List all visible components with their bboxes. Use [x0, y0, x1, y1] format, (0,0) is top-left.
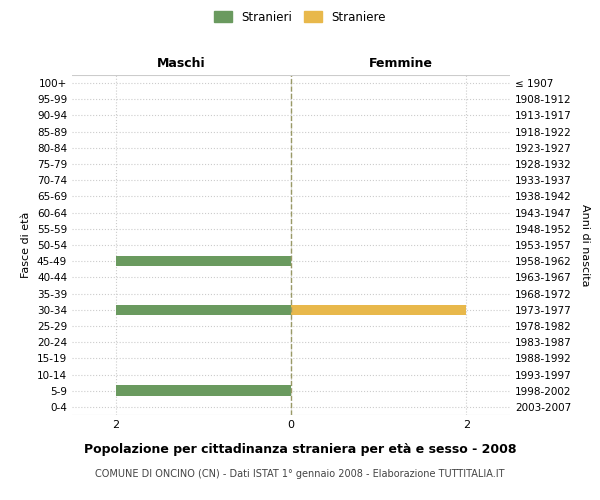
Text: Femmine: Femmine [368, 57, 433, 70]
Bar [116, 304, 291, 315]
Text: Maschi: Maschi [157, 57, 206, 70]
Text: COMUNE DI ONCINO (CN) - Dati ISTAT 1° gennaio 2008 - Elaborazione TUTTITALIA.IT: COMUNE DI ONCINO (CN) - Dati ISTAT 1° ge… [95, 469, 505, 479]
Text: Popolazione per cittadinanza straniera per età e sesso - 2008: Popolazione per cittadinanza straniera p… [84, 442, 516, 456]
Bar [291, 304, 466, 315]
Legend: Stranieri, Straniere: Stranieri, Straniere [209, 6, 391, 28]
Bar [116, 256, 291, 266]
Bar [116, 386, 291, 396]
Y-axis label: Fasce di età: Fasce di età [22, 212, 31, 278]
Y-axis label: Anni di nascita: Anni di nascita [580, 204, 590, 286]
